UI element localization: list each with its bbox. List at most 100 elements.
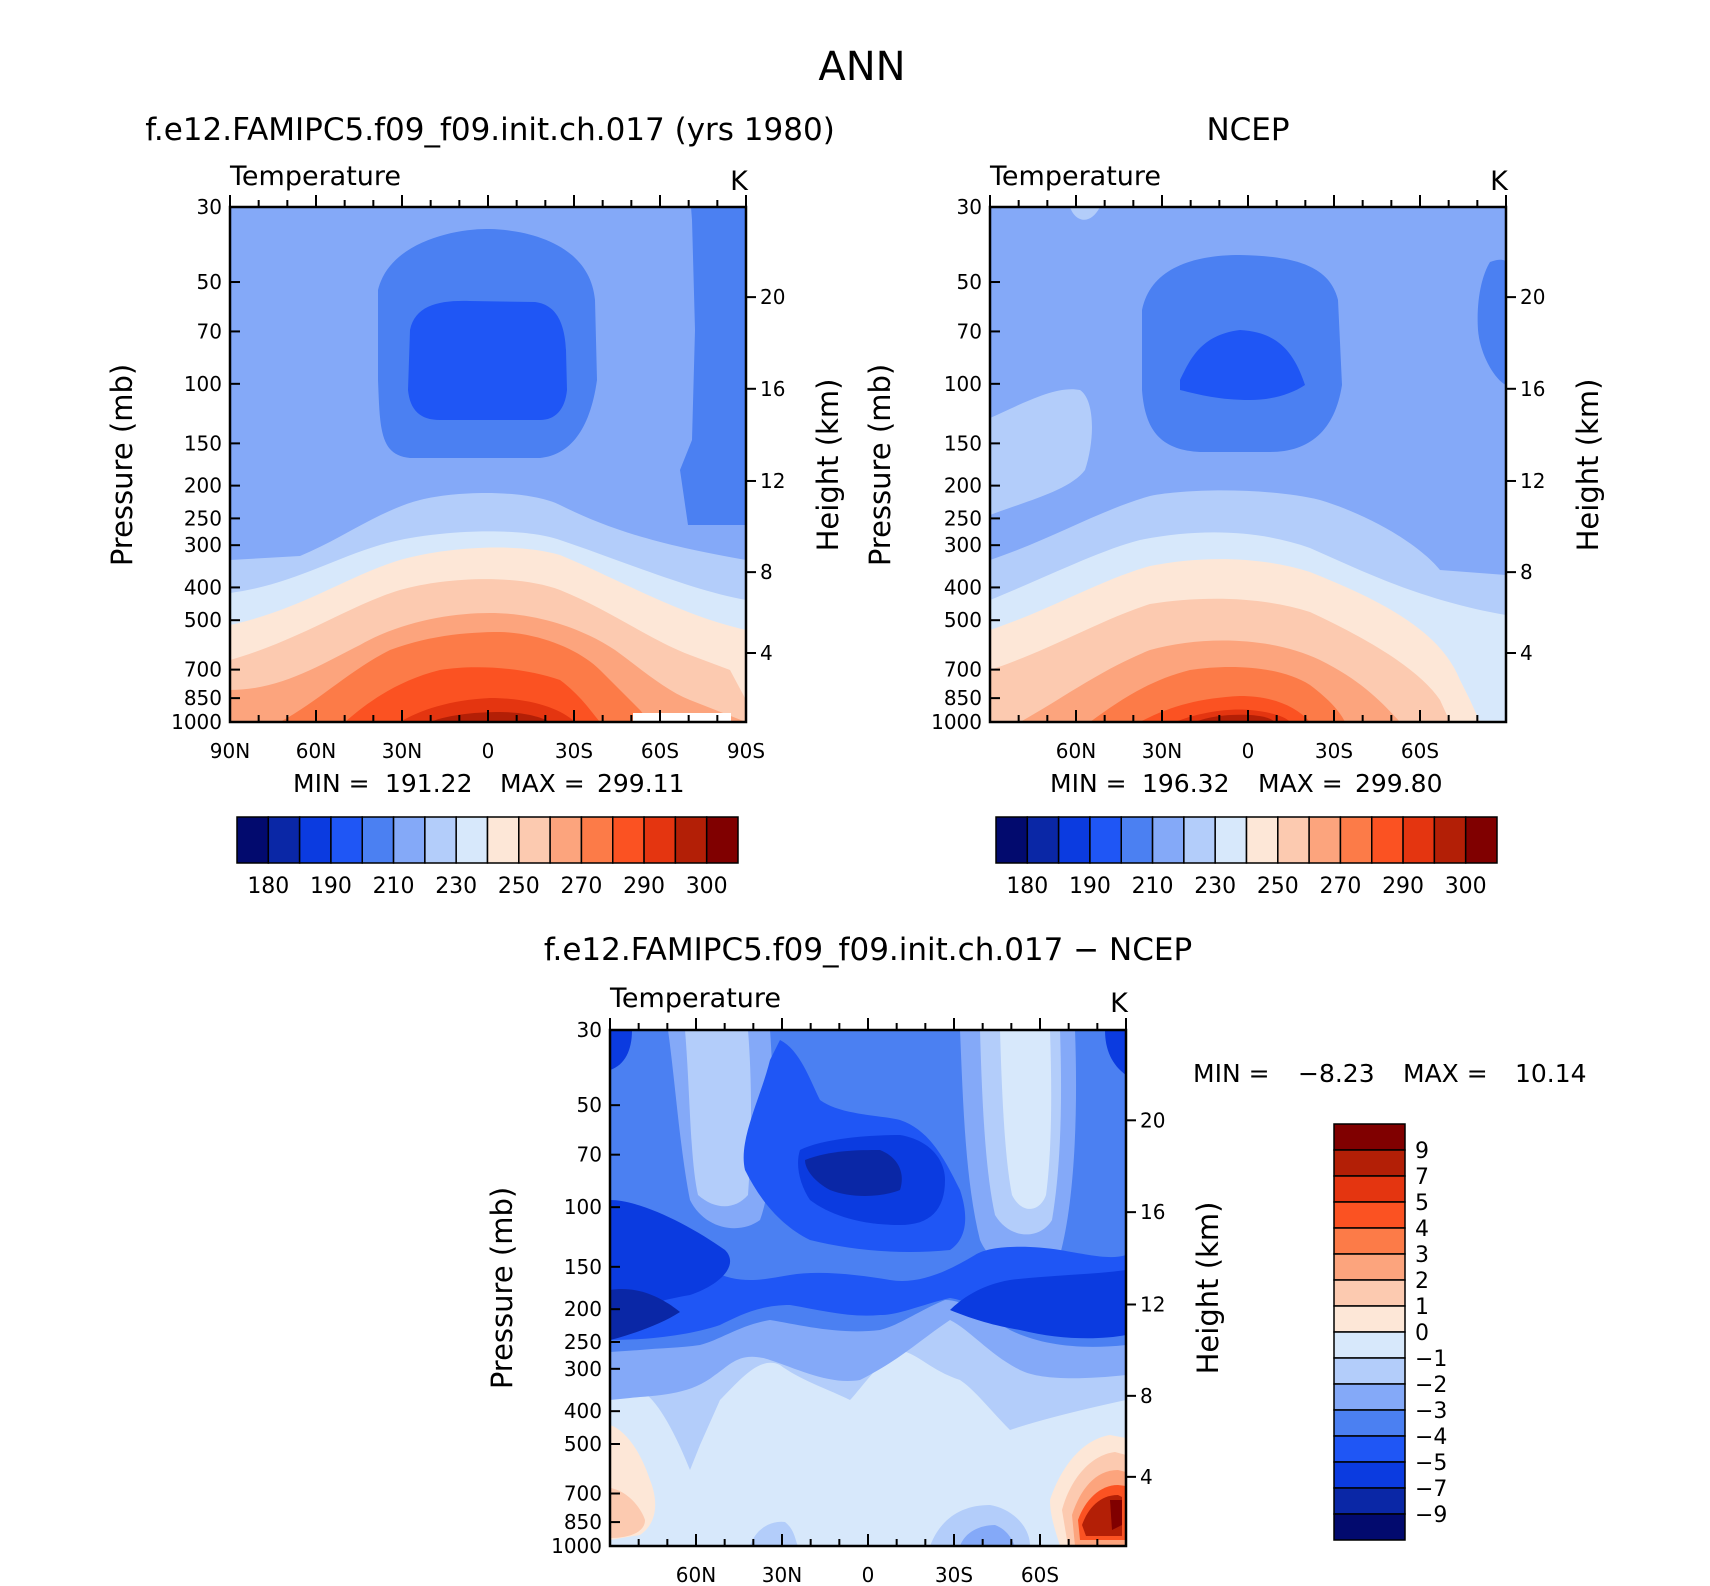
contour-field	[990, 207, 1506, 722]
colorbar-swatch	[1333, 1253, 1406, 1281]
contour-band	[685, 1030, 751, 1207]
lat-tick-label: 30S	[935, 1563, 973, 1586]
colorbar-swatch	[1371, 816, 1404, 864]
contour-band	[960, 1525, 1015, 1546]
min-max-readout: MIN = −8.23 MAX = 10.14	[1193, 1059, 1587, 1088]
colorbar-label: 300	[1445, 874, 1487, 899]
colorbar-label: 1	[1415, 1295, 1429, 1320]
colorbar-swatch	[1308, 816, 1342, 864]
pressure-tick-label: 700	[944, 658, 982, 682]
pressure-tick-label: 300	[564, 1357, 602, 1381]
contour-field	[610, 1030, 1126, 1546]
pressure-tick-label: 400	[564, 1399, 602, 1423]
colorbar-label: 230	[435, 874, 477, 899]
contour-band	[1180, 330, 1305, 400]
contour-band	[1070, 207, 1100, 220]
units-label: K	[1490, 166, 1509, 197]
pressure-tick-label: 300	[184, 533, 222, 557]
colorbar-swatch	[643, 816, 677, 864]
contour-band	[610, 1289, 680, 1340]
min-label: MIN =	[293, 769, 370, 798]
colorbar-label: 300	[686, 874, 728, 899]
lat-tick-label: 60N	[296, 739, 336, 763]
y2-axis-label: Height (km)	[1571, 379, 1605, 552]
colorbar-swatch	[1433, 816, 1467, 864]
height-tick-label: 20	[760, 285, 785, 309]
colorbar-swatch	[518, 816, 551, 864]
min-label: MIN =	[1050, 769, 1127, 798]
colorbar-swatch	[612, 816, 645, 864]
min-max-readout: MIN = 196.32 MAX = 299.80	[1050, 769, 1442, 798]
height-tick-label: 4	[1140, 1465, 1153, 1489]
colorbar-swatch	[1057, 816, 1091, 864]
colorbar-label: 210	[373, 874, 415, 899]
pressure-tick-label: 150	[564, 1255, 602, 1279]
colorbar-swatch	[549, 816, 583, 864]
contour-band	[1195, 714, 1275, 722]
pressure-tick-label: 1000	[551, 1534, 602, 1558]
height-tick-label: 8	[1520, 560, 1533, 584]
pressure-tick-label: 500	[944, 608, 982, 632]
page-title: ANN	[818, 44, 905, 90]
height-tick-label: 12	[1520, 469, 1545, 493]
lat-tick-label: 30N	[762, 1563, 802, 1586]
y-axis-label: Pressure (mb)	[485, 1187, 519, 1389]
colorbar-swatch	[486, 816, 520, 864]
colorbar-swatch	[1333, 1305, 1406, 1333]
colorbar-swatch	[674, 816, 708, 864]
colorbar-label: 290	[623, 874, 665, 899]
pressure-tick-label: 850	[944, 686, 982, 710]
pressure-tick-label: 150	[944, 431, 982, 455]
colorbar-label: 190	[1069, 874, 1111, 899]
max-value: 299.11	[597, 769, 684, 798]
pressure-tick-label: 50	[197, 270, 222, 294]
max-label: MAX =	[1258, 769, 1343, 798]
panel-title: f.e12.FAMIPC5.f09_f09.init.ch.017 (yrs 1…	[145, 112, 835, 148]
pressure-tick-label: 250	[184, 506, 222, 530]
height-tick-label: 12	[760, 469, 785, 493]
pressure-tick-label: 250	[944, 506, 982, 530]
colorbar-swatch	[424, 816, 457, 864]
colorbar-swatch	[1333, 1409, 1406, 1437]
panel-difference: f.e12.FAMIPC5.f09_f09.init.ch.017 − NCEP…	[485, 932, 1587, 1586]
pressure-tick-label: 1000	[171, 710, 222, 734]
colorbar-label: 7	[1415, 1165, 1429, 1190]
colorbar-swatch	[1120, 816, 1154, 864]
colorbar-swatch	[1333, 1461, 1406, 1489]
colorbar-swatch	[267, 816, 301, 864]
contour-band	[1477, 259, 1506, 385]
lat-tick-label: 60S	[1021, 1563, 1059, 1586]
colorbar-swatch	[995, 816, 1029, 864]
pressure-tick-label: 850	[184, 686, 222, 710]
pressure-tick-label: 150	[184, 431, 222, 455]
colorbar-label: 290	[1382, 874, 1424, 899]
height-tick-label: 20	[1140, 1108, 1165, 1132]
colorbar-swatch	[1333, 1227, 1406, 1255]
lat-tick-label: 90S	[727, 739, 765, 763]
pressure-tick-label: 100	[564, 1195, 602, 1219]
colorbar-label: 250	[1257, 874, 1299, 899]
colorbar-label: 230	[1194, 874, 1236, 899]
pressure-tick-label: 400	[944, 575, 982, 599]
pressure-tick-label: 30	[957, 195, 982, 219]
contour-band	[1000, 1030, 1052, 1209]
colorbar-swatch	[1464, 816, 1498, 864]
contour-band	[610, 1030, 632, 1070]
pressure-tick-label: 300	[944, 533, 982, 557]
pressure-tick-label: 100	[184, 372, 222, 396]
units-label: K	[1110, 988, 1129, 1019]
lat-tick-label: 60S	[641, 739, 679, 763]
pressure-tick-label: 50	[957, 270, 982, 294]
colorbar-swatch	[1333, 1175, 1406, 1203]
pressure-tick-label: 30	[197, 195, 222, 219]
missing-data	[633, 713, 731, 722]
height-tick-label: 8	[1140, 1384, 1153, 1408]
y2-axis-label: Height (km)	[811, 379, 845, 552]
colorbar-swatch	[1026, 816, 1060, 864]
colorbar-label: −2	[1415, 1373, 1447, 1398]
field-label: Temperature	[609, 983, 781, 1014]
pressure-tick-label: 70	[957, 319, 982, 343]
colorbar-label: 9	[1415, 1139, 1429, 1164]
lat-tick-label: 30N	[382, 739, 422, 763]
